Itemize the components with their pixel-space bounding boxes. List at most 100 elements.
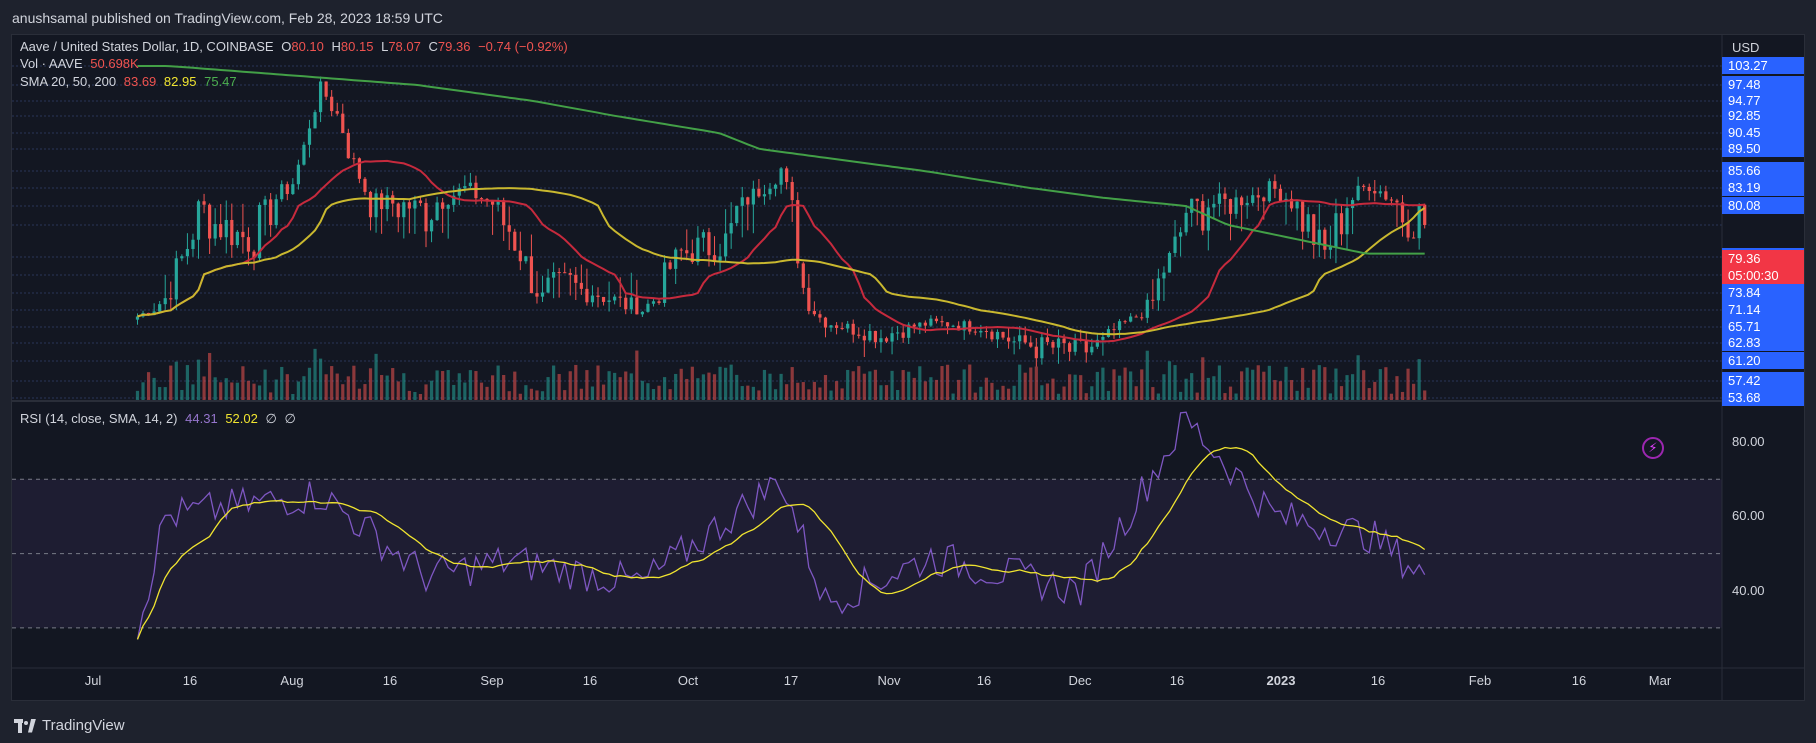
- chart-frame[interactable]: Aave / United States Dollar, 1D, COINBAS…: [11, 34, 1805, 701]
- candle-body: [330, 96, 334, 112]
- volume-bar: [1217, 365, 1222, 400]
- close-value: 79.36: [437, 39, 471, 54]
- volume-bar: [918, 366, 922, 400]
- volume-bar: [535, 390, 539, 400]
- candle-body: [618, 296, 622, 298]
- bar-countdown: 05:00:30: [1728, 268, 1779, 283]
- volume-bar: [446, 370, 450, 400]
- candle-body: [812, 311, 816, 315]
- candle-body: [1051, 341, 1055, 348]
- volume-bar: [934, 379, 939, 400]
- price-tick-label: 94.77: [1722, 92, 1804, 109]
- candle-body: [657, 301, 661, 303]
- candle-body: [674, 249, 678, 269]
- candle-body: [246, 237, 251, 252]
- volume-bar: [474, 371, 478, 400]
- volume-bar: [1251, 369, 1255, 400]
- volume-bar: [235, 382, 239, 400]
- volume-bar: [468, 370, 472, 400]
- price-tick-label: 73.84: [1722, 284, 1804, 301]
- volume-bar: [873, 369, 878, 400]
- candle-body: [829, 325, 833, 328]
- lightning-icon[interactable]: ⚡: [1642, 437, 1664, 459]
- candle-body: [1295, 201, 1299, 209]
- candle-body: [945, 322, 950, 327]
- candle-body: [335, 111, 339, 114]
- candle-body: [524, 256, 528, 262]
- candle-body: [840, 327, 844, 329]
- volume-bar: [984, 377, 988, 400]
- volume-bar: [1117, 375, 1122, 400]
- volume-bar: [884, 385, 889, 400]
- price-tick-label: 62.83: [1722, 334, 1804, 351]
- candle-body: [579, 282, 583, 289]
- footer: TradingView: [0, 703, 1816, 743]
- candle-body: [768, 188, 772, 195]
- candle-body: [851, 323, 855, 335]
- volume-bar: [613, 372, 617, 400]
- candle-body: [235, 231, 239, 246]
- volume-bar: [435, 370, 439, 400]
- tradingview-logo[interactable]: TradingView: [14, 717, 125, 734]
- rsi-legend: RSI (14, close, SMA, 14, 2) 44.31 52.02 …: [20, 411, 300, 427]
- volume-bar: [762, 369, 767, 400]
- candle-body: [1184, 212, 1188, 233]
- candle-body: [1400, 202, 1405, 223]
- time-tick-label: Dec: [1068, 673, 1092, 688]
- volume-bar: [646, 383, 650, 400]
- candle-body: [252, 251, 256, 259]
- volume-bar: [352, 365, 356, 400]
- candle-body: [1345, 208, 1349, 235]
- time-tick-label: 16: [382, 673, 398, 688]
- volume-bar: [1423, 390, 1427, 400]
- rsi-tick-label: 60.00: [1732, 508, 1765, 524]
- volume-bar: [540, 391, 545, 400]
- volume-bar: [1317, 365, 1321, 400]
- volume-bar: [757, 390, 761, 400]
- candle-body: [912, 324, 916, 327]
- candle-body: [302, 144, 306, 165]
- candle-body: [701, 232, 706, 238]
- candle-body: [407, 202, 411, 209]
- volume-bar: [1062, 386, 1066, 400]
- candle-body: [502, 200, 506, 226]
- rsi-label: RSI (14, close, SMA, 14, 2): [20, 411, 178, 426]
- candle-body: [1045, 337, 1050, 342]
- candle-body: [762, 194, 767, 197]
- candle-body: [468, 182, 472, 187]
- tradingview-logo-icon: [14, 718, 36, 733]
- candle-body: [873, 330, 878, 343]
- volume-bar: [1295, 390, 1299, 400]
- candle-body: [879, 338, 883, 343]
- chart-canvas[interactable]: [12, 35, 1804, 700]
- volume-bar: [735, 374, 739, 400]
- candle-body: [1029, 342, 1033, 347]
- volume-bar: [812, 381, 816, 400]
- volume-bar: [1312, 369, 1316, 400]
- candle-body: [180, 256, 184, 259]
- volume-bar: [1145, 350, 1149, 400]
- candle-body: [1212, 203, 1216, 208]
- volume-bar: [274, 379, 278, 400]
- candle-body: [1278, 188, 1283, 202]
- volume-bar: [951, 393, 955, 400]
- volume-bar: [1123, 367, 1127, 400]
- volume-bar: [851, 371, 855, 400]
- candle-body: [979, 330, 983, 333]
- volume-bar: [1012, 385, 1016, 400]
- volume-bar: [651, 389, 656, 400]
- candle-body: [1178, 232, 1183, 237]
- volume-bar: [1384, 367, 1388, 400]
- volume-bar: [601, 384, 606, 400]
- time-tick-label: 16: [182, 673, 198, 688]
- candle-body: [685, 250, 689, 254]
- candle-body: [1367, 186, 1371, 191]
- candle-body: [1228, 199, 1233, 214]
- candle-body: [1001, 331, 1005, 338]
- candle-body: [690, 253, 694, 263]
- candle-body: [846, 323, 850, 329]
- sma50-value: 82.95: [163, 74, 197, 89]
- volume-bar: [1378, 369, 1382, 400]
- volume-bar: [1373, 381, 1377, 400]
- symbol-legend: Aave / United States Dollar, 1D, COINBAS…: [20, 39, 572, 54]
